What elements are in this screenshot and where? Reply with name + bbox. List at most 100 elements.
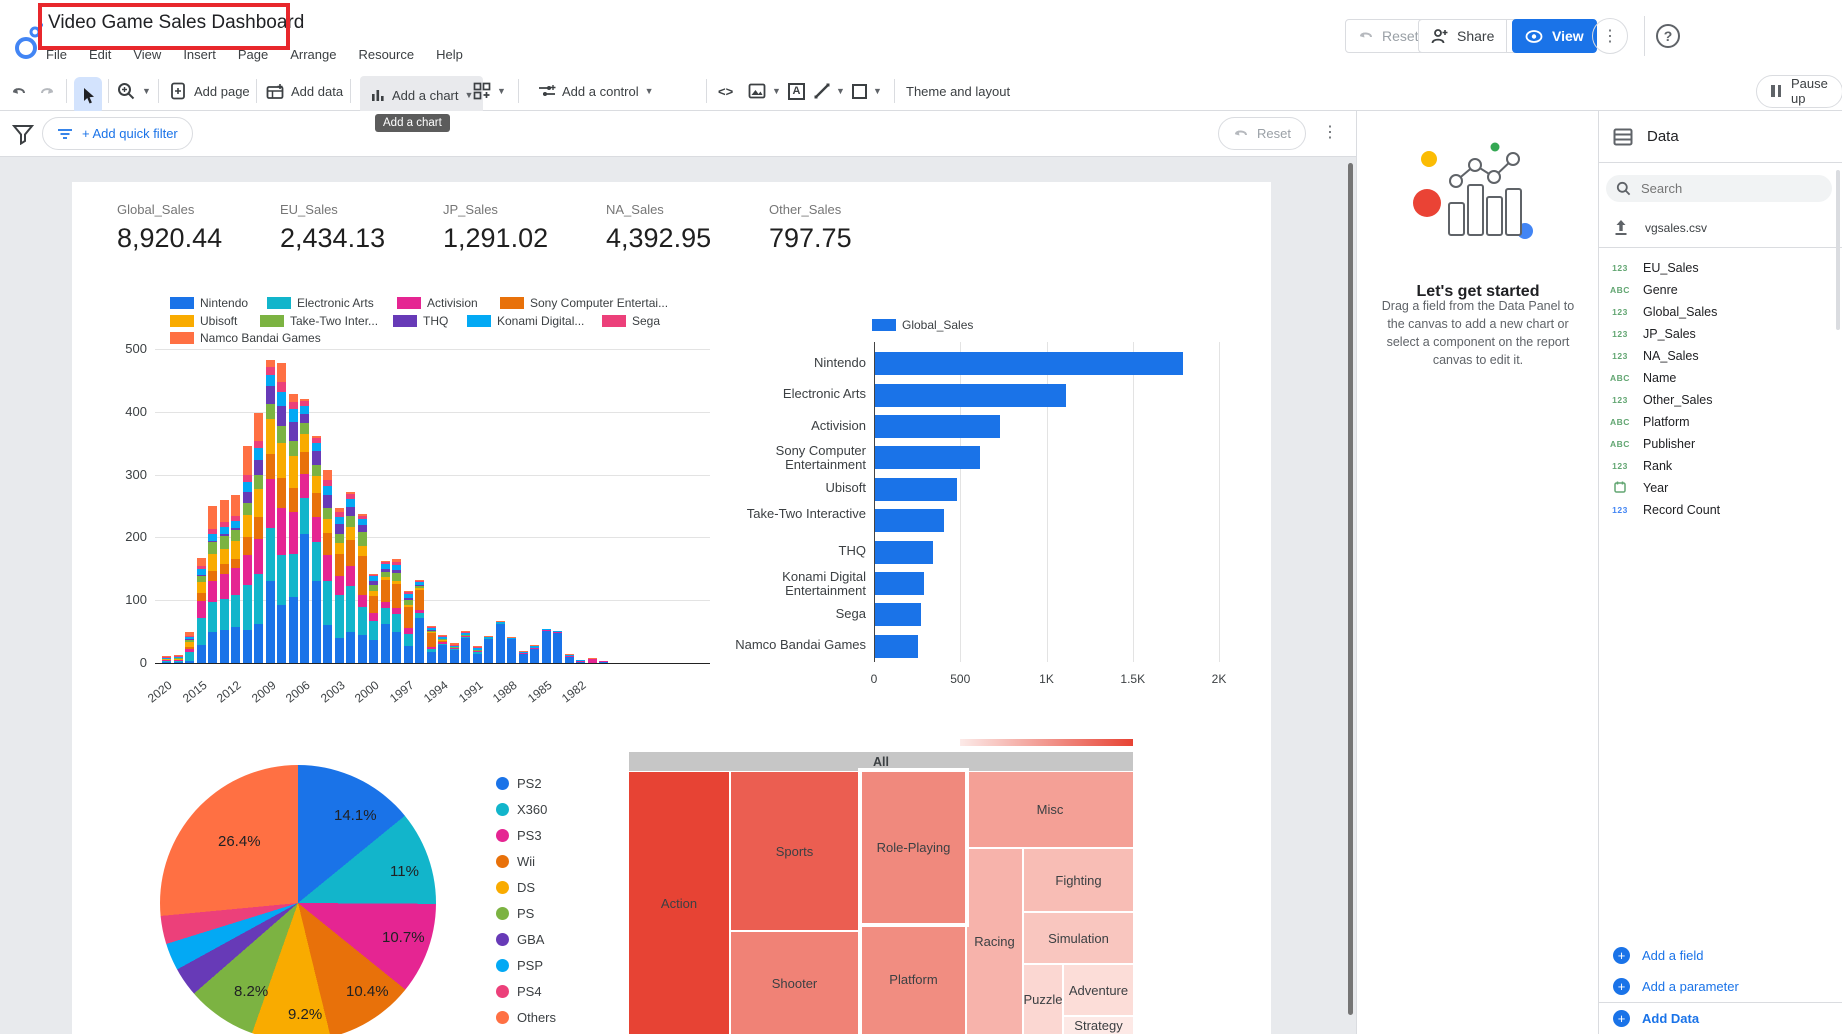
- bar-segment: [265, 367, 275, 375]
- field-row[interactable]: ABC Genre: [1607, 279, 1835, 301]
- bar-segment: [219, 573, 229, 599]
- treemap-cell-shooter[interactable]: Shooter: [731, 932, 858, 1034]
- insert-image-button[interactable]: ▼: [748, 72, 781, 110]
- treemap-cell-action[interactable]: Action: [629, 772, 729, 1034]
- bar-segment: [311, 443, 321, 451]
- field-row[interactable]: 123 Rank: [1607, 455, 1835, 477]
- menu-edit[interactable]: Edit: [88, 47, 112, 62]
- treemap-cell-role-playing[interactable]: Role-Playing: [858, 768, 969, 927]
- add-quick-filter-button[interactable]: + Add quick filter: [42, 117, 193, 150]
- header-reset-button[interactable]: Reset: [1345, 18, 1432, 54]
- scorecard-jp_sales[interactable]: JP_Sales 1,291.02: [443, 202, 548, 254]
- line-icon: [814, 83, 830, 99]
- header-more-menu[interactable]: ⋮: [1592, 18, 1628, 54]
- insert-text-button[interactable]: A: [788, 72, 805, 110]
- community-visualizations-button[interactable]: ▼: [473, 72, 506, 110]
- bar-segment: [300, 401, 309, 407]
- filter-bar-more-menu[interactable]: ⋮: [1322, 124, 1338, 141]
- field-row[interactable]: ABC Platform: [1607, 411, 1835, 433]
- insert-line-button[interactable]: ▼: [814, 72, 845, 110]
- redo-button[interactable]: [38, 72, 56, 110]
- canvas-scrollbar[interactable]: [1348, 163, 1353, 1015]
- menu-help[interactable]: Help: [436, 47, 463, 62]
- report-title[interactable]: Video Game Sales Dashboard: [48, 12, 305, 33]
- search-input[interactable]: [1639, 180, 1809, 197]
- pause-updates-button[interactable]: Pause up: [1756, 72, 1842, 110]
- treemap-cell-puzzle[interactable]: Puzzle: [1023, 965, 1063, 1034]
- legend-swatch: [602, 314, 626, 327]
- treemap-cell-adventure[interactable]: Adventure: [1064, 965, 1133, 1015]
- add-page-button[interactable]: Add page: [170, 72, 250, 110]
- zoom-tool-button[interactable]: ▼: [116, 72, 151, 110]
- data-source-row[interactable]: vgsales.csv: [1613, 219, 1707, 236]
- theme-and-layout-button[interactable]: Theme and layout: [906, 83, 1011, 99]
- scorecard-eu_sales[interactable]: EU_Sales 2,434.13: [280, 202, 385, 254]
- field-row[interactable]: 123 Other_Sales: [1607, 389, 1835, 411]
- bar-segment: [392, 580, 401, 584]
- bar-segment: [461, 633, 470, 635]
- menu-insert[interactable]: Insert: [183, 47, 216, 62]
- bar-segment: [369, 620, 378, 640]
- field-search[interactable]: [1606, 175, 1832, 202]
- field-row[interactable]: 123 Record Count: [1607, 499, 1835, 521]
- treemap-cell-strategy[interactable]: Strategy: [1064, 1017, 1133, 1034]
- field-name: Genre: [1643, 283, 1678, 297]
- bar-segment: [196, 617, 206, 646]
- scorecard-na_sales[interactable]: NA_Sales 4,392.95: [606, 202, 711, 254]
- add-data-button[interactable]: Add data: [266, 72, 343, 110]
- insert-shape-button[interactable]: ▼: [852, 72, 882, 110]
- field-row[interactable]: 123 NA_Sales: [1607, 345, 1835, 367]
- select-tool-button[interactable]: [74, 77, 102, 115]
- canvas-reset-button[interactable]: Reset: [1218, 117, 1306, 150]
- field-name: Other_Sales: [1643, 393, 1713, 407]
- bar-segment: [300, 434, 309, 453]
- report-canvas[interactable]: Global_Sales 8,920.44 EU_Sales 2,434.13 JP_S…: [72, 182, 1271, 1034]
- treemap-cell-racing[interactable]: Racing: [967, 849, 1022, 1034]
- bar-segment: [288, 421, 298, 441]
- stacked-bar-chart[interactable]: Nintendo Electronic Arts Activision Sony Co…: [72, 182, 732, 722]
- field-row[interactable]: 123 Global_Sales: [1607, 301, 1835, 323]
- treemap-cell-fighting[interactable]: Fighting: [1024, 849, 1133, 911]
- help-button[interactable]: ?: [1656, 18, 1680, 54]
- menu-file[interactable]: File: [46, 47, 67, 62]
- legend-dot: [496, 985, 509, 998]
- field-row[interactable]: ABC Name: [1607, 367, 1835, 389]
- field-row[interactable]: 123 JP_Sales: [1607, 323, 1835, 345]
- bar-segment: [415, 612, 424, 618]
- pie-chart[interactable]: [160, 765, 436, 1034]
- treemap-cell-misc[interactable]: Misc: [967, 772, 1133, 847]
- bar-segment: [208, 602, 217, 632]
- number-field-icon: 123: [1612, 263, 1628, 273]
- stacked-bar: [173, 655, 183, 663]
- menu-view[interactable]: View: [133, 47, 162, 62]
- bar-segment: [323, 519, 332, 534]
- treemap-cell-platform[interactable]: Platform: [862, 925, 965, 1034]
- menu-arrange[interactable]: Arrange: [290, 47, 337, 62]
- field-row[interactable]: Year: [1607, 477, 1835, 499]
- field-row[interactable]: 123 EU_Sales: [1607, 257, 1835, 279]
- add-control-button[interactable]: Add a control ▼: [538, 72, 654, 110]
- bar-segment: [185, 649, 194, 653]
- add-parameter-button[interactable]: + Add a parameter: [1599, 971, 1842, 1002]
- view-button[interactable]: View: [1512, 18, 1597, 54]
- menu-page[interactable]: Page: [237, 47, 269, 62]
- field-row[interactable]: ABC Publisher: [1607, 433, 1835, 455]
- treemap-cell-simulation[interactable]: Simulation: [1024, 913, 1133, 963]
- scorecard-global_sales[interactable]: Global_Sales 8,920.44: [117, 202, 222, 254]
- undo-button[interactable]: [10, 72, 28, 110]
- bar-category-label: Ubisoft: [825, 480, 866, 496]
- add-data-footer-button[interactable]: + Add Data: [1599, 1002, 1842, 1034]
- add-field-button[interactable]: + Add a field: [1599, 940, 1842, 971]
- bar-segment: [219, 564, 229, 574]
- add-chart-button[interactable]: Add a chart ▼: [360, 76, 484, 114]
- treemap-cell-sports[interactable]: Sports: [731, 772, 858, 930]
- panel-scrollbar[interactable]: [1836, 170, 1840, 330]
- embed-code-button[interactable]: <>: [718, 83, 734, 99]
- data-panel-footer: + Add a field + Add a parameter + Add Data: [1599, 940, 1842, 1034]
- scorecard-other_sales[interactable]: Other_Sales 797.75: [769, 202, 852, 254]
- bar-segment: [219, 548, 229, 565]
- publisher-bar-chart[interactable]: Global_Sales 0 500 1K 1.5K 2K Nintendo Electron…: [72, 182, 1271, 722]
- menu-resource[interactable]: Resource: [358, 47, 415, 62]
- bar-category-label: Nintendo: [813, 354, 866, 370]
- bar-segment: [265, 453, 275, 480]
